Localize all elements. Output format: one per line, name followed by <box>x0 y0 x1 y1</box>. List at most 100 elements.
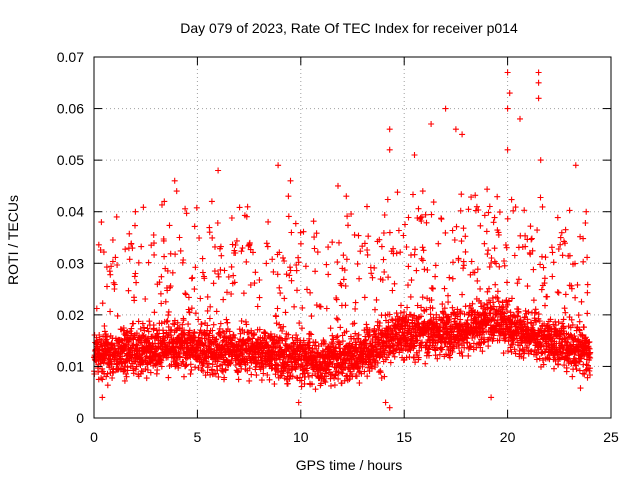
data-point <box>221 267 228 274</box>
data-point <box>505 338 512 345</box>
data-point <box>275 369 282 376</box>
data-point <box>387 359 394 366</box>
data-point <box>281 295 288 302</box>
data-point <box>491 245 498 252</box>
data-point <box>181 373 187 380</box>
data-point <box>95 241 102 248</box>
data-point <box>100 249 107 256</box>
data-point <box>424 267 431 273</box>
y-tick-label: 0.02 <box>57 307 84 323</box>
data-point <box>209 234 216 241</box>
data-point <box>454 306 461 313</box>
data-point <box>143 375 150 382</box>
data-point <box>273 313 280 320</box>
data-point <box>280 254 286 261</box>
data-point <box>415 205 422 212</box>
data-point <box>204 307 211 314</box>
data-point <box>586 367 593 374</box>
data-point <box>237 330 244 337</box>
data-point <box>228 291 235 297</box>
data-point <box>515 276 522 283</box>
data-point <box>364 203 370 210</box>
data-point <box>428 121 435 127</box>
data-point <box>137 362 144 369</box>
data-point <box>221 374 228 381</box>
data-point <box>328 382 334 389</box>
data-point <box>381 212 388 218</box>
data-point <box>151 240 157 247</box>
data-point <box>97 247 104 253</box>
data-point <box>429 285 436 292</box>
data-point <box>366 332 373 339</box>
data-point <box>307 289 314 296</box>
data-point <box>333 315 340 322</box>
data-point <box>306 344 313 351</box>
data-point <box>185 294 192 301</box>
data-point <box>142 296 149 302</box>
data-point <box>181 331 188 338</box>
data-point <box>300 228 307 235</box>
data-point <box>495 298 502 305</box>
data-point <box>396 349 403 356</box>
data-point <box>172 251 179 258</box>
data-point <box>222 366 229 373</box>
data-point <box>165 308 172 315</box>
data-point <box>214 220 221 226</box>
data-point <box>333 344 339 351</box>
data-point <box>304 365 311 372</box>
data-point <box>246 377 253 384</box>
data-point <box>312 268 319 275</box>
data-point <box>423 219 430 226</box>
data-point <box>304 370 311 377</box>
data-point <box>282 309 289 316</box>
data-point <box>180 359 187 365</box>
data-point <box>549 273 556 280</box>
data-point <box>146 318 153 325</box>
data-point <box>162 298 169 305</box>
data-point <box>172 343 179 350</box>
data-point <box>405 282 411 289</box>
data-point <box>542 254 549 261</box>
data-point <box>312 386 319 393</box>
data-point <box>351 352 358 359</box>
data-point <box>556 335 563 342</box>
data-point <box>299 325 305 332</box>
data-point <box>352 330 359 337</box>
data-point <box>298 377 305 384</box>
data-point <box>508 348 515 355</box>
data-point <box>253 372 260 379</box>
data-point <box>488 255 495 261</box>
data-point <box>534 227 541 234</box>
data-point <box>486 263 493 270</box>
data-point <box>501 262 508 269</box>
data-point <box>140 204 147 211</box>
data-point <box>504 105 511 112</box>
data-point <box>467 343 474 350</box>
data-point <box>126 230 133 237</box>
data-point <box>539 203 546 210</box>
data-point <box>327 325 334 332</box>
data-point <box>568 285 575 292</box>
data-point <box>285 364 292 371</box>
data-point <box>322 340 328 347</box>
data-point <box>480 328 487 334</box>
data-point <box>219 365 226 372</box>
data-point <box>352 305 359 312</box>
data-point <box>506 90 513 97</box>
data-point <box>131 273 138 280</box>
y-tick-label: 0.04 <box>57 204 84 220</box>
data-point <box>130 320 137 327</box>
data-point <box>572 162 579 169</box>
data-point <box>503 244 510 251</box>
data-point <box>492 281 499 288</box>
data-point <box>568 316 575 323</box>
data-point <box>98 219 105 226</box>
data-point <box>517 115 523 122</box>
data-point <box>417 340 424 347</box>
plot-frame <box>93 56 612 419</box>
data-point <box>191 223 198 230</box>
data-point <box>456 345 462 351</box>
data-point <box>490 299 497 306</box>
data-point <box>277 290 284 297</box>
data-point <box>167 283 174 290</box>
